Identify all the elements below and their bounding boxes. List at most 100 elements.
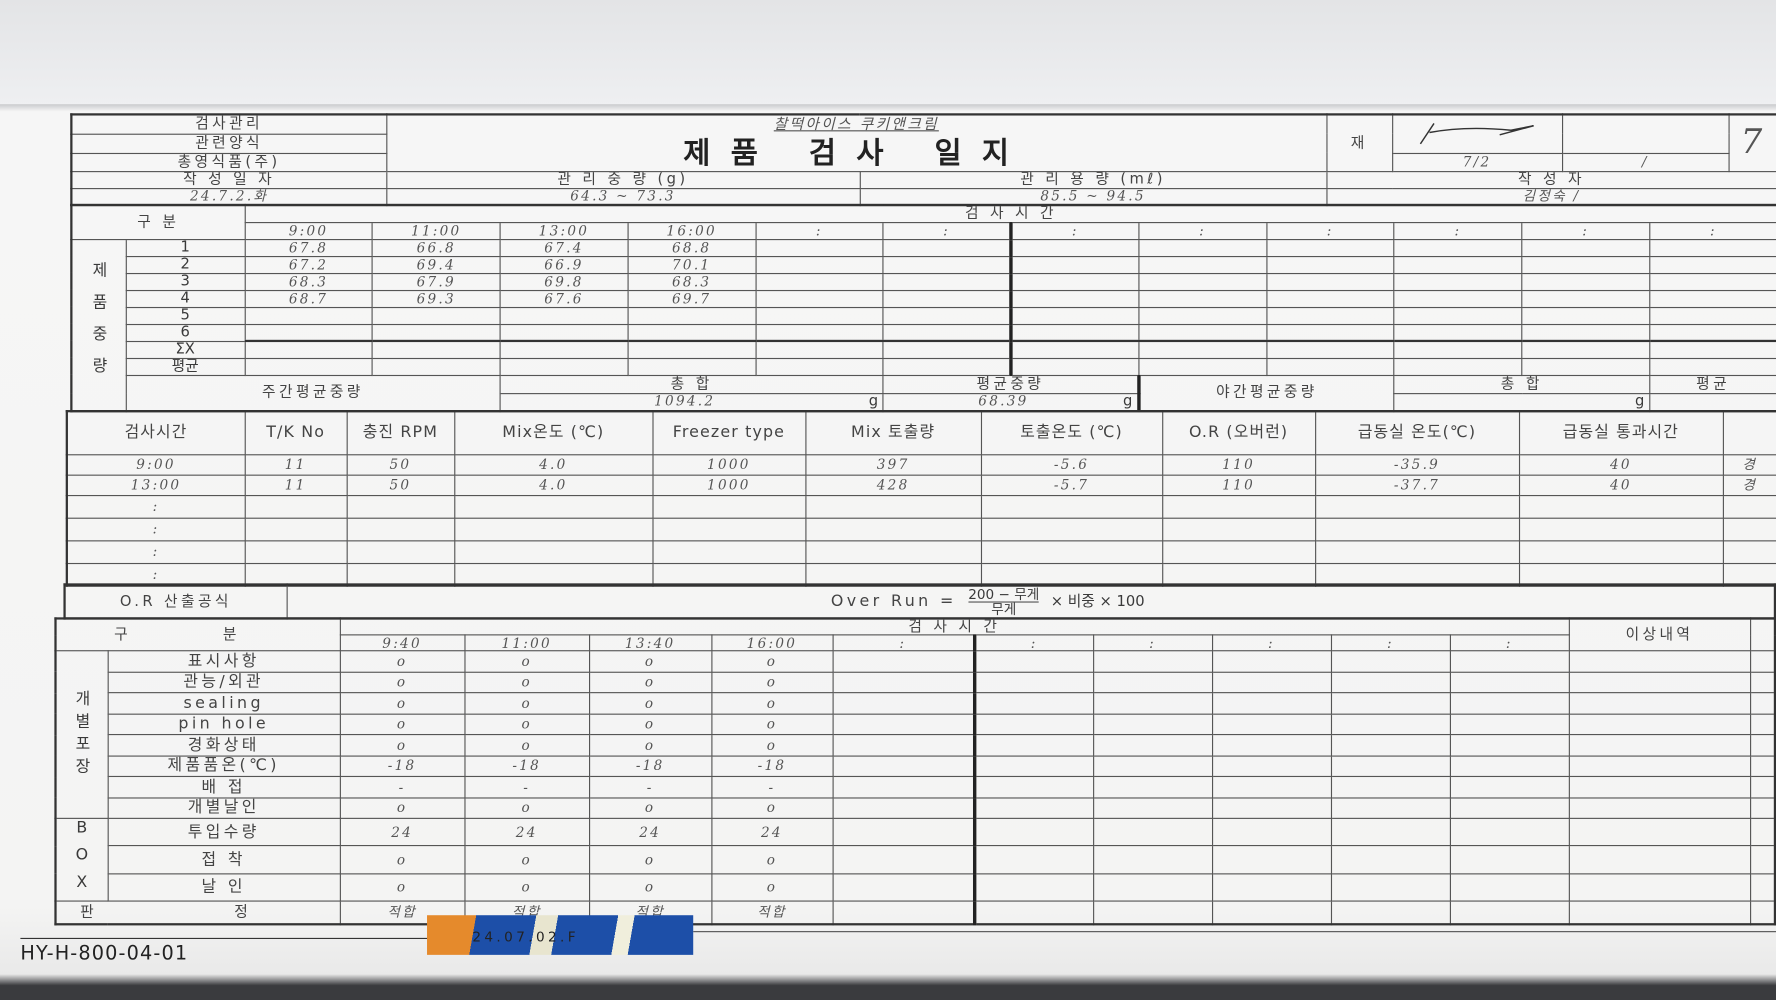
weight-value bbox=[754, 255, 884, 274]
date-value: 24.7.2.화 bbox=[70, 187, 387, 206]
process-value: -5.6 bbox=[980, 453, 1163, 476]
weight-value bbox=[244, 323, 373, 342]
packaging-value: o bbox=[588, 734, 712, 757]
packaging-value bbox=[831, 692, 975, 715]
weight-value: 69.4 bbox=[371, 255, 501, 274]
process-value bbox=[244, 517, 348, 541]
packaging-value: o bbox=[588, 845, 712, 875]
weight-value: 68.3 bbox=[627, 272, 757, 291]
process-value bbox=[1161, 562, 1316, 587]
packaging-value: o bbox=[339, 796, 465, 819]
column-header: Mix온도 (℃) bbox=[453, 410, 654, 455]
process-value bbox=[346, 539, 455, 564]
process-value: 428 bbox=[804, 474, 982, 496]
value-with-unit: g bbox=[1393, 392, 1651, 412]
cell bbox=[1749, 692, 1776, 715]
weight-value bbox=[371, 306, 501, 325]
process-value: 11 bbox=[244, 453, 348, 476]
signature-box: 7 bbox=[1727, 113, 1776, 172]
weight-value bbox=[371, 339, 501, 359]
process-value bbox=[651, 517, 806, 541]
packaging-value bbox=[972, 845, 1094, 875]
process-value bbox=[980, 562, 1163, 587]
verdict-value bbox=[972, 900, 1094, 925]
table-row: 13:00 11 50 4.0 1000 428 -5.7 110 -37.7 40 경 bbox=[66, 474, 1776, 496]
weight-value bbox=[371, 323, 501, 342]
process-value: 110 bbox=[1161, 474, 1316, 496]
category-label: 구 분 bbox=[70, 204, 246, 240]
process-value: -37.7 bbox=[1314, 474, 1520, 496]
inspection-time: : bbox=[1648, 221, 1776, 240]
process-value bbox=[1314, 562, 1520, 587]
inspection-time: : bbox=[1330, 634, 1451, 652]
packaging-value: - bbox=[463, 775, 590, 798]
process-value bbox=[1314, 517, 1520, 541]
table-row: : bbox=[66, 539, 1776, 564]
packaging-value: o bbox=[710, 872, 834, 902]
packaging-value bbox=[1449, 692, 1570, 715]
process-value bbox=[1314, 539, 1520, 564]
packaging-value bbox=[972, 671, 1094, 694]
inspection-time: : bbox=[66, 562, 246, 587]
weight-value bbox=[882, 306, 1012, 325]
packaging-value bbox=[1211, 692, 1332, 715]
inspection-time: : bbox=[972, 634, 1094, 652]
product-name: 찰떡아이스 쿠키앤크림 bbox=[773, 116, 939, 134]
process-value: 4.0 bbox=[453, 474, 654, 496]
packaging-value bbox=[1330, 671, 1451, 694]
packaging-value bbox=[1211, 817, 1332, 847]
volume-range-label: 관 리 용 량 (mℓ) bbox=[859, 170, 1327, 189]
packaging-value bbox=[972, 713, 1094, 736]
inspection-time: : bbox=[1265, 221, 1395, 240]
weight-value bbox=[754, 323, 884, 342]
packaging-value bbox=[1330, 817, 1451, 847]
process-value: 397 bbox=[804, 453, 982, 476]
process-value bbox=[1161, 494, 1316, 519]
weight-value bbox=[1393, 289, 1523, 308]
packaging-value bbox=[1449, 775, 1570, 798]
packaging-value: -18 bbox=[339, 754, 465, 778]
process-value: -5.7 bbox=[980, 474, 1163, 496]
table-row: 5 bbox=[71, 306, 1776, 325]
weight-value bbox=[882, 289, 1012, 308]
packaging-value: 24 bbox=[339, 817, 465, 847]
group-label-individual: 개별포장 bbox=[54, 650, 109, 819]
packaging-value bbox=[1330, 775, 1451, 798]
inspection-time: 13:00 bbox=[499, 221, 629, 240]
packaging-value bbox=[1449, 845, 1570, 875]
column-header: 토출온도 (℃) bbox=[980, 410, 1163, 455]
weight-value bbox=[1648, 289, 1776, 308]
unit: g bbox=[1123, 393, 1133, 411]
cell bbox=[1749, 754, 1776, 778]
inspection-time-label: 검 사 시 간 bbox=[244, 204, 1776, 223]
process-value: 경 bbox=[1722, 474, 1776, 496]
process-value bbox=[1161, 517, 1316, 541]
weight-value bbox=[1138, 306, 1267, 325]
packaging-value bbox=[972, 872, 1094, 902]
volume-range-value: 85.5 ~ 94.5 bbox=[859, 187, 1327, 206]
packaging-value bbox=[1211, 713, 1332, 736]
process-value: 1000 bbox=[651, 453, 806, 476]
weight-value bbox=[371, 357, 501, 376]
weight-value bbox=[499, 306, 629, 325]
row-label: 제품품온(℃) bbox=[107, 754, 341, 778]
process-value bbox=[346, 562, 455, 587]
packaging-value bbox=[972, 650, 1094, 673]
weight-value bbox=[1648, 272, 1776, 291]
row-label: pin hole bbox=[107, 713, 341, 736]
sticker-text: 24.07.02.F bbox=[472, 928, 579, 945]
weight-value bbox=[627, 339, 757, 359]
weight-value bbox=[627, 357, 757, 376]
unit: g bbox=[868, 393, 879, 411]
process-value bbox=[1722, 517, 1776, 541]
cell bbox=[1749, 671, 1776, 694]
packaging-value bbox=[1092, 734, 1213, 757]
remarks-cell bbox=[1568, 650, 1751, 673]
verdict-value bbox=[1330, 900, 1451, 925]
day-average-label: 주간평균중량 bbox=[125, 374, 501, 412]
row-label: 접 착 bbox=[107, 845, 341, 875]
table-row: 3 68.3 67.9 69.8 68.3 bbox=[71, 272, 1776, 291]
packaging-value bbox=[1449, 671, 1570, 694]
weight-value bbox=[1521, 323, 1651, 342]
